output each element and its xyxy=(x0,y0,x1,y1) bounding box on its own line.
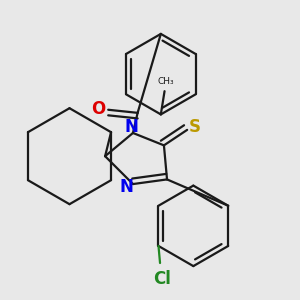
Text: Cl: Cl xyxy=(154,270,172,288)
Text: S: S xyxy=(189,118,201,136)
Text: N: N xyxy=(124,118,138,136)
Text: N: N xyxy=(119,178,133,196)
Text: O: O xyxy=(91,100,105,118)
Text: CH₃: CH₃ xyxy=(158,76,174,85)
